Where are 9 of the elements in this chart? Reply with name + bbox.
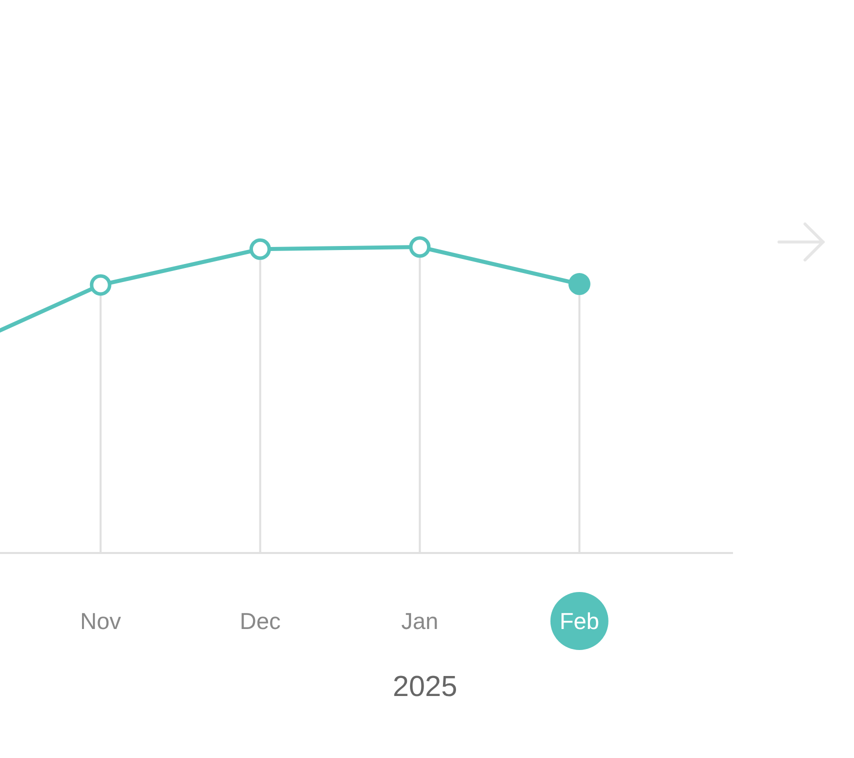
x-tick-label: Feb <box>560 608 600 634</box>
x-tick-label: Nov <box>80 608 122 634</box>
point <box>409 236 431 258</box>
point <box>568 273 590 296</box>
point <box>90 274 112 296</box>
x-tick-label: Dec <box>240 608 281 634</box>
x-tick-label: Jan <box>401 608 438 634</box>
text: 2025 <box>392 671 458 704</box>
point <box>249 238 271 260</box>
